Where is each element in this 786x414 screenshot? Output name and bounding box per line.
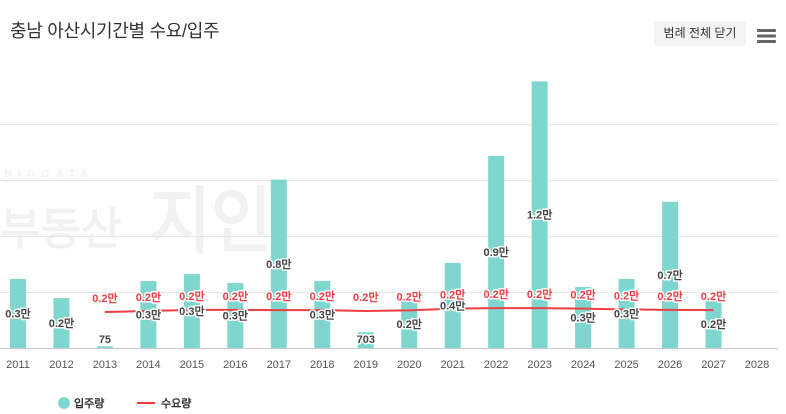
legend-label-demand: 수요량 [161, 398, 192, 410]
supply-label-2013: 75 [99, 334, 111, 346]
supply-label-2012: 0.2만 [49, 316, 74, 330]
legend-item-demand[interactable]: 수요량 [137, 395, 191, 411]
supply-bar-2023 [531, 81, 548, 348]
demand-label-2016: 0.2만 [223, 289, 248, 303]
demand-label-2023: 0.2만 [527, 287, 552, 301]
legend-label-supply: 입주량 [74, 398, 105, 410]
x-axis: 2011 2012 2013 2014 2015 2016 2017 2018 2019 2020… [0, 348, 778, 371]
supply-label-2024: 0.3만 [570, 311, 595, 325]
watermark-caption: BIGDATA [4, 168, 94, 180]
supply-bar-2024 [575, 287, 592, 348]
x-tick-label-2011: 2011 [6, 359, 30, 371]
supply-bar-2018 [314, 281, 331, 348]
supply-label-2014: 0.3만 [136, 308, 161, 322]
supply-bar-2012 [53, 298, 70, 348]
demand-series [104, 307, 714, 313]
supply-bar-2021 [444, 262, 461, 348]
watermark-brand-right: 지인 [150, 182, 272, 262]
x-tick-label-2025: 2025 [614, 359, 638, 371]
supply-bar-2020 [401, 300, 418, 348]
demand-label-2014: 0.2만 [136, 290, 161, 304]
supply-label-2017: 0.8만 [266, 257, 291, 271]
demand-line [104, 307, 714, 313]
demand-label-2018: 0.2만 [310, 289, 335, 303]
supply-label-2020: 0.2만 [397, 317, 422, 331]
x-tick-label-2023: 2023 [527, 359, 551, 371]
x-tick-label-2027: 2027 [701, 359, 725, 371]
x-tick-label-2020: 2020 [397, 359, 421, 371]
x-tick-label-2017: 2017 [267, 359, 291, 371]
x-tick-label-2024: 2024 [571, 359, 595, 371]
gridlines [0, 124, 778, 293]
legend-toggle-button[interactable]: 범례 전체 닫기 [654, 21, 746, 46]
supply-bar-2017 [270, 179, 287, 348]
x-tick-label-2015: 2015 [180, 359, 204, 371]
x-tick-label-2014: 2014 [136, 359, 160, 371]
x-tick-label-2019: 2019 [354, 359, 378, 371]
demand-label-2025: 0.2만 [614, 288, 639, 302]
demand-label-2027: 0.2만 [701, 289, 726, 303]
supply-label-2022: 0.9만 [483, 245, 508, 259]
x-tick-label-2022: 2022 [484, 359, 508, 371]
demand-label-2019: 0.2만 [353, 290, 378, 304]
supply-bar-2025 [618, 279, 635, 348]
demand-label-2015: 0.2만 [179, 289, 204, 303]
supply-bar-2013 [96, 346, 113, 348]
supply-bar-2011 [10, 279, 26, 348]
supply-label-2025: 0.3만 [614, 307, 639, 321]
supply-label-2019: 703 [357, 334, 375, 346]
page-title: 충남 아산시기간별 수요/입주 [10, 21, 220, 41]
supply-bars [10, 81, 722, 348]
demand-label-2024: 0.2만 [570, 288, 595, 302]
x-tick-label-2012: 2012 [49, 359, 73, 371]
demand-label-2021: 0.2만 [440, 288, 465, 302]
supply-bar-2027 [705, 300, 722, 348]
supply-bar-2026 [662, 201, 679, 348]
supply-label-2018: 0.3만 [310, 308, 335, 322]
x-tick-label-2016: 2016 [223, 359, 247, 371]
supply-bar-2014 [140, 281, 157, 348]
x-tick-label-2028: 2028 [745, 359, 769, 371]
menu-button[interactable] [754, 24, 779, 44]
supply-label-2026: 0.7만 [657, 268, 682, 282]
demand-label-2026: 0.2만 [657, 289, 682, 303]
demand-label-2013: 0.2만 [92, 291, 117, 305]
demand-data-labels: 0.2만 0.2만 0.2만 0.2만 0.2만 0.2만 0.2만 0.2만 0.2만 0.2만… [91, 286, 728, 307]
demand-label-2017: 0.2만 [266, 289, 291, 303]
supply-bar-2015 [183, 274, 200, 348]
legend-item-supply[interactable]: 입주량 [58, 395, 104, 411]
legend-line-icon [137, 402, 155, 405]
supply-bar-2019 [357, 332, 374, 348]
supply-bar-2016 [227, 283, 244, 348]
legend-circle-icon [58, 397, 70, 410]
hamburger-menu-icon [757, 28, 776, 43]
demand-label-2020: 0.2만 [397, 289, 422, 303]
demand-label-2022: 0.2만 [483, 287, 508, 301]
supply-label-2016: 0.3만 [223, 309, 248, 323]
supply-bar-2022 [488, 156, 505, 348]
x-tick-label-2021: 2021 [440, 359, 464, 371]
supply-label-2011: 0.3만 [5, 307, 30, 321]
supply-label-2021: 0.4만 [440, 298, 465, 312]
supply-label-2023: 1.2만 [527, 208, 552, 222]
watermark-brand-left: 부동산 [0, 205, 121, 254]
supply-label-2027: 0.2만 [701, 317, 726, 331]
x-tick-label-2013: 2013 [93, 359, 117, 371]
supply-label-2015: 0.3만 [179, 304, 204, 318]
x-tick-label-2018: 2018 [310, 359, 334, 371]
x-tick-label-2026: 2026 [658, 359, 682, 371]
watermark: BIGDATA 부동산 지인 [0, 168, 272, 262]
